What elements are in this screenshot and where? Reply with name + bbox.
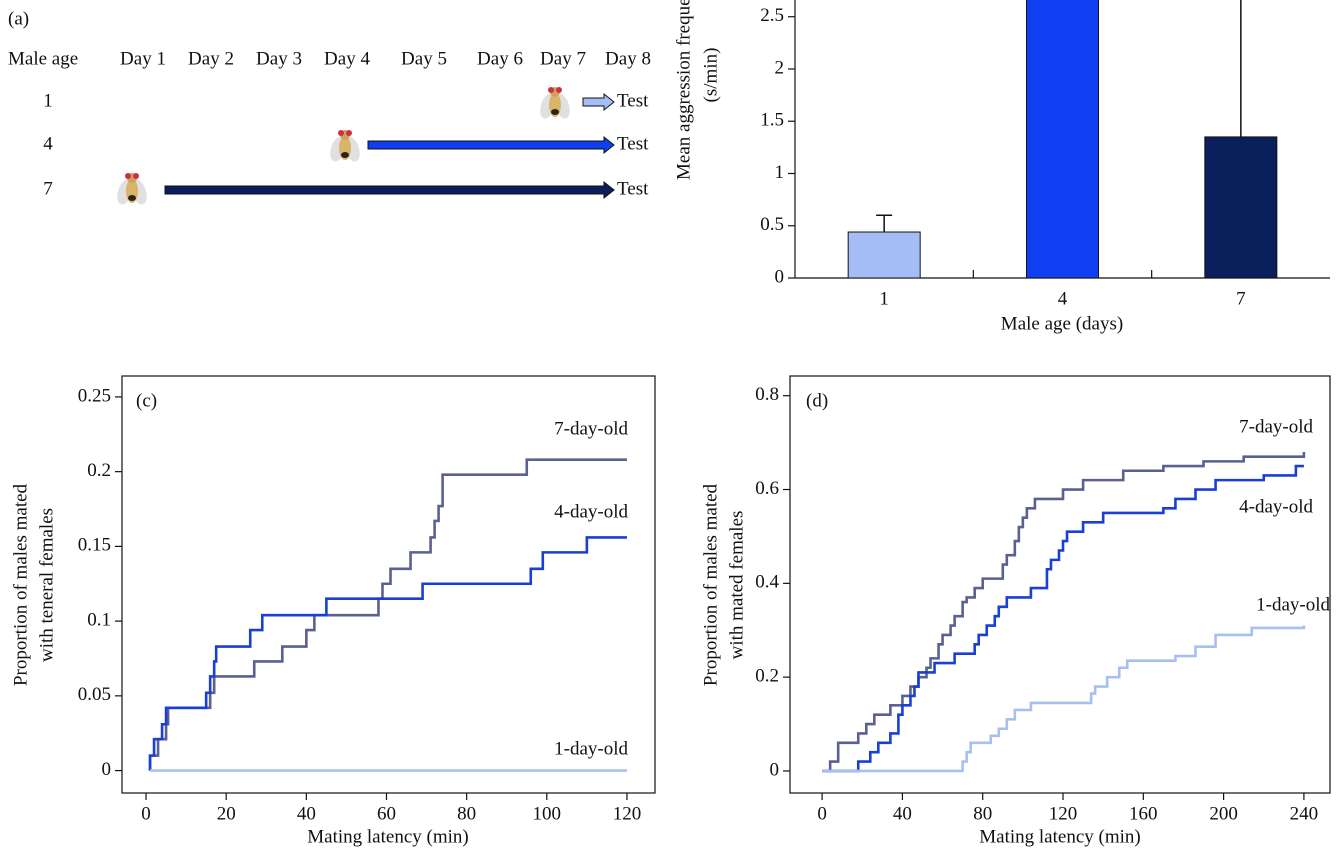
header: Male age [8,48,78,69]
y-axis-label: Mean aggression frequency [673,0,694,180]
x-tick-label: 160 [1129,803,1158,824]
x-axis-label: Mating latency (min) [979,826,1140,847]
arrow [367,135,615,155]
y-tick-label: 0.2 [87,460,111,481]
y-axis-label: Proportion of males mated [700,483,721,686]
chart: 0 0.5 1 1.5 2 2.5 Mean aggression frequency (s/… [673,0,1330,334]
row-age: 7 [43,178,53,199]
fly-icon [327,130,363,164]
panel-a: (a) Male age Day 1 Day 2 Day 3 Day 4 Day… [8,8,651,207]
x-tick-label: 20 [217,803,236,824]
series-label: 1-day-old [554,738,628,759]
series-label: 4-day-old [554,501,628,522]
y-tick-label: 1 [775,162,785,183]
y-tick-label: 0.1 [87,609,111,630]
panel-label: (c) [136,390,157,411]
y-tick-label: 2.5 [760,5,784,26]
y-tick-label: 1.5 [760,110,784,131]
row-result: Test [617,178,649,199]
x-tick-label: 0 [141,803,151,824]
x-axis-label: Mating latency (min) [307,826,468,847]
y-tick-label: 0.15 [78,535,111,556]
x-tick-label: 60 [377,803,396,824]
series-label: 7-day-old [1239,416,1313,437]
row-age: 1 [43,90,53,111]
x-tick-label: 40 [893,803,912,824]
day: Day 1 [120,48,166,69]
panel-label: (d) [806,390,828,411]
y-axis-label: (s/min) [700,48,721,103]
x-tick-label: 100 [533,803,562,824]
series-label: 4-day-old [1239,496,1313,517]
x-tick-label: 0 [817,803,827,824]
step-line [822,464,1304,773]
series-label: 1-day-old [1256,594,1330,615]
y-tick-label: 0 [102,759,112,780]
bar [1026,0,1099,279]
row-result: Test [617,90,649,111]
day: Day 3 [256,48,302,69]
panel-label: (a) [8,8,29,29]
chart: 0 0.2 0.4 0.6 0.8 0 40 80 120 160 200 240 Proportion… [700,375,1331,847]
y-axis-label: Proportion of males mated [10,483,31,686]
y-tick-label: 0.8 [755,384,779,405]
fly-icon [537,87,573,121]
day: Day 5 [401,48,447,69]
bar [1204,136,1278,279]
x-tick-label: 200 [1209,803,1238,824]
step-line [822,625,1306,773]
y-tick-label: 0.05 [78,684,111,705]
x-tick-label: 80 [457,803,476,824]
row-result: Test [617,133,649,154]
y-tick-label: 2 [775,57,785,78]
y-tick-label: 0 [775,266,785,287]
x-tick-label: 240 [1290,803,1319,824]
step-line [148,536,627,771]
plot-frame [789,375,1331,794]
chart: 0 0.05 0.1 0.15 0.2 0.25 0 20 40 60 80 100 120 Propor… [10,375,656,847]
day: Day 8 [605,48,651,69]
x-tick-label: 80 [973,803,992,824]
x-tick-label: 7 [1236,288,1246,309]
bar [847,231,921,279]
y-tick-label: 0.4 [755,572,779,593]
day: Day 2 [188,48,234,69]
arrow [582,92,615,112]
day: Day 7 [540,48,586,69]
y-tick-label: 0.2 [755,666,779,687]
y-axis-label: with teneral females [36,508,57,662]
y-tick-label: 0.5 [760,214,784,235]
x-tick-label: 1 [879,288,889,309]
x-tick-label: 120 [613,803,642,824]
plot-frame [121,375,656,794]
y-tick-label: 0.25 [78,385,111,406]
x-axis-label: Male age (days) [1001,313,1123,334]
x-tick-label: 40 [297,803,316,824]
y-axis-label: with mated females [726,511,747,660]
day: Day 6 [477,48,523,69]
y-tick-label: 0.6 [755,478,779,499]
step-line [826,451,1306,773]
fly-icon [114,173,150,207]
day: Day 4 [324,48,370,69]
row-age: 4 [43,133,53,154]
y-tick-label: 0 [770,759,780,780]
arrow [164,180,615,200]
series-label: 7-day-old [554,418,628,439]
x-tick-label: 120 [1049,803,1078,824]
x-tick-label: 4 [1058,288,1068,309]
